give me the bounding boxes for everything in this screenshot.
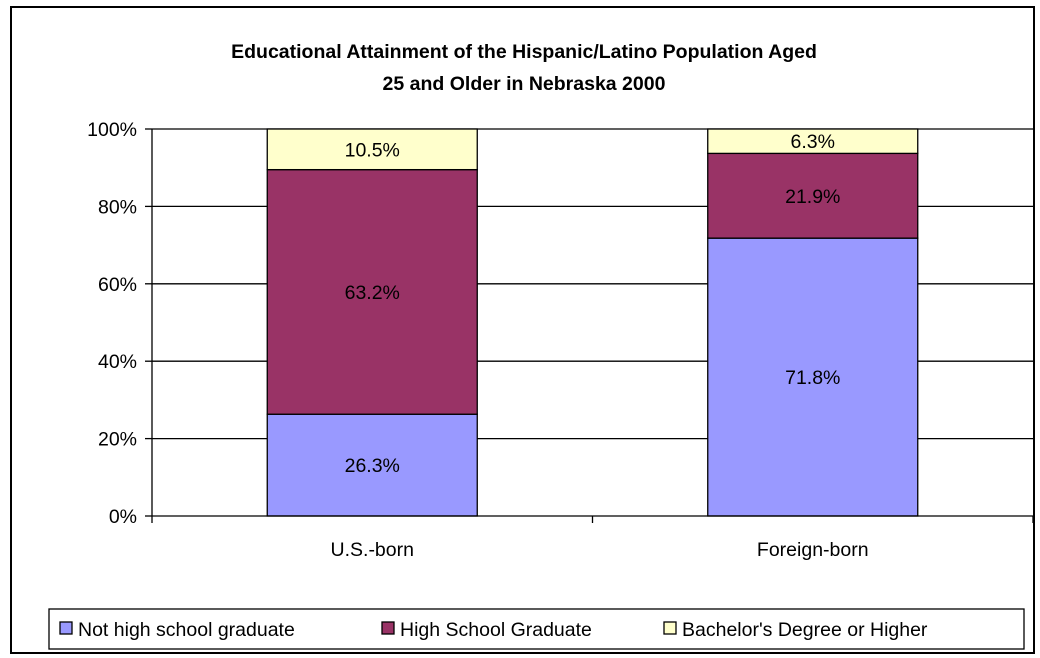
bar-segment xyxy=(266,168,478,415)
y-tick-label: 40% xyxy=(98,351,137,373)
bar-segment xyxy=(266,413,478,517)
bar-segment xyxy=(707,128,919,155)
legend-label: Bachelor's Degree or Higher xyxy=(682,619,928,641)
legend-swatch xyxy=(59,621,73,635)
y-tick-label: 60% xyxy=(98,274,137,296)
y-tick-label: 0% xyxy=(109,506,137,528)
data-label: 6.3% xyxy=(791,131,835,153)
chart-title-line-2: 25 and Older in Nebraska 2000 xyxy=(383,73,666,95)
data-label: 21.9% xyxy=(785,186,840,208)
data-label: 71.8% xyxy=(785,367,840,389)
bar-segment xyxy=(266,128,478,171)
data-label: 26.3% xyxy=(345,455,400,477)
x-category-label: Foreign-born xyxy=(757,539,869,561)
data-label: 10.5% xyxy=(345,139,400,161)
bar-segment xyxy=(707,237,919,517)
y-tick-label: 100% xyxy=(87,119,137,141)
legend-label: Not high school graduate xyxy=(78,619,295,641)
x-category-label: U.S.-born xyxy=(331,539,414,561)
y-tick-label: 80% xyxy=(98,196,137,218)
bar-segment xyxy=(707,152,919,239)
y-tick-label: 20% xyxy=(98,429,137,451)
legend-swatch xyxy=(663,621,677,635)
legend-label: High School Graduate xyxy=(400,619,592,641)
plot-area: 0% 20% 40% 60% 80% 100% 26.3% 63.2% 10.5% U.S.-bo… xyxy=(87,119,1033,561)
stacked-bar-chart: Educational Attainment of the Hispanic/L… xyxy=(48,41,1033,650)
chart-frame: Educational Attainment of the Hispanic/L… xyxy=(10,6,1035,654)
legend: Not high school graduate High School Grad… xyxy=(48,608,1025,650)
chart-title-line-1: Educational Attainment of the Hispanic/L… xyxy=(231,41,817,63)
legend-swatch xyxy=(381,621,395,635)
data-label: 63.2% xyxy=(345,282,400,304)
legend-box xyxy=(48,608,1025,650)
